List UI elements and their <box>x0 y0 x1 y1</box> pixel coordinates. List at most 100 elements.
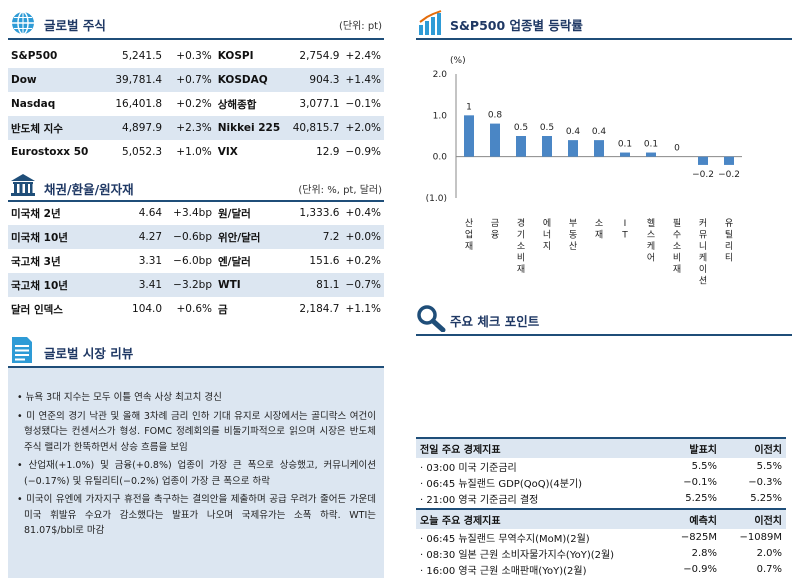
market-row: 반도체 지수 4,897.9 +2.3% Nikkei 225 40,815.7 +2.0… <box>8 116 384 140</box>
events-cell: · 06:45 뉴질랜드 무역수지(MoM)(2월) <box>420 533 590 545</box>
events-cell: 2.0% <box>756 547 782 559</box>
market-cell-name2: 엔/달러 <box>217 255 251 268</box>
market-cell-val2: 2,184.7 <box>299 303 340 315</box>
events-today-table: 오늘 주요 경제지표 예측치 이전치 · 06:45 뉴질랜드 무역수지(MoM)(2… <box>416 508 786 577</box>
market-row: Dow 39,781.4 +0.7% KOSDAQ 904.3 +1.4% <box>8 68 384 92</box>
events-row: · 03:00 미국 기준금리 5.5% 5.5% <box>416 458 786 474</box>
events-header-cell: 이전치 <box>721 508 786 529</box>
market-row: 국고채 10년 3.41 −3.2bp WTI 81.1 −0.7% <box>8 273 384 297</box>
market-cell-chg2: +0.0% <box>342 225 384 249</box>
y-axis-label: (%) <box>450 56 466 66</box>
bonds-fx-table: 미국채 2년 4.64 +3.4bp 원/달러 1,333.6 +0.4% 미국채 10년 4… <box>8 201 384 321</box>
bonds-fx-title: 채권/환율/원자재 <box>44 182 134 197</box>
market-cell-val2: 81.1 <box>286 273 343 297</box>
sector-chart: (%)2.0 1.0 0.0 (1.0) 1 산 업 재 0.8 금 융 0.5 경 기 소 비 재 0.5 에 너 지… <box>426 56 742 287</box>
market-cell-chg1: +2.3% <box>165 116 215 140</box>
global-stocks-unit: (단위: pt) <box>338 21 382 32</box>
market-cell-val1: 39,781.4 <box>103 68 166 92</box>
market-cell-name2: WTI <box>214 273 287 297</box>
market-cell-name1: Nasdaq <box>11 98 56 110</box>
y-tick-label: 2.0 <box>433 70 448 80</box>
data-label: 1 <box>466 102 472 112</box>
events-header-cell: 전일 주요 경제지표 <box>416 437 656 458</box>
magnifier-icon <box>416 304 446 333</box>
sector-underline <box>416 38 792 40</box>
market-cell-val1: 3.31 <box>138 255 163 267</box>
data-label: −0.2 <box>718 170 740 180</box>
bar-산업재 <box>464 115 474 157</box>
bar-에너지 <box>542 136 552 157</box>
data-label: −0.2 <box>692 170 714 180</box>
y-tick-label: (1.0) <box>426 194 447 204</box>
market-cell-val2: 12.9 <box>316 146 340 158</box>
market-cell-val1: 4.27 <box>103 225 166 249</box>
events-header-row: 전일 주요 경제지표 발표치 이전치 <box>416 437 786 458</box>
checkpoint-underline <box>416 334 792 336</box>
market-cell-name1: Eurostoxx 50 <box>11 146 89 158</box>
events-cell: 5.5% <box>691 460 717 472</box>
review-bullet: • 미 연준의 경기 낙관 및 올해 3차례 금리 인하 기대 유지로 시장에서… <box>17 410 376 453</box>
market-cell-val1: 5,052.3 <box>122 146 163 158</box>
events-cell: 5.25% <box>685 492 717 504</box>
global-stocks-underline <box>8 38 384 40</box>
events-cell: −0.1% <box>683 476 717 488</box>
events-cell: −1089M <box>739 531 782 543</box>
events-header-cell: 오늘 주요 경제지표 <box>416 508 656 529</box>
market-cell-name2: Nikkei 225 <box>214 116 287 140</box>
market-cell-chg2: −0.9% <box>345 146 381 158</box>
market-cell-name2: KOSPI <box>217 50 254 62</box>
market-cell-val1: 4.64 <box>138 207 163 219</box>
market-cell-val2: 40,815.7 <box>286 116 343 140</box>
market-cell-val2: 1,333.6 <box>299 207 340 219</box>
market-cell-val2: 3,077.1 <box>299 98 340 110</box>
market-cell-chg2: +1.1% <box>345 303 381 315</box>
events-cell: · 21:00 영국 기준금리 결정 <box>420 494 539 506</box>
sector-title: S&P500 업종별 등락률 <box>450 18 583 33</box>
data-label: 0 <box>674 144 680 154</box>
bar-부동산 <box>568 140 578 157</box>
market-cell-name1: 반도체 지수 <box>8 116 104 140</box>
events-cell: −0.3% <box>748 476 782 488</box>
market-row: 미국채 2년 4.64 +3.4bp 원/달러 1,333.6 +0.4% <box>8 201 384 225</box>
global-stocks-table: S&P500 5,241.5 +0.3% KOSPI 2,754.9 +2.4% Dow 39… <box>8 44 384 164</box>
data-label: 0.5 <box>540 123 554 133</box>
market-row: Nasdaq 16,401.8 +0.2% 상해종합 3,077.1 −0.1% <box>8 92 384 116</box>
market-cell-chg2: +2.0% <box>342 116 384 140</box>
market-row: 달러 인덱스 104.0 +0.6% 금 2,184.7 +1.1% <box>8 297 384 321</box>
review-bullet: • 산업재(+1.0%) 및 금융(+0.8%) 업종이 가장 큰 폭으로 상승… <box>17 460 376 487</box>
events-header-cell: 발표치 <box>656 437 721 458</box>
market-cell-val2: 2,754.9 <box>299 50 340 62</box>
market-row: S&P500 5,241.5 +0.3% KOSPI 2,754.9 +2.4% <box>8 44 384 68</box>
events-cell: −0.9% <box>683 563 717 575</box>
bonds-fx-unit: (단위: %, pt, 달러) <box>298 185 382 196</box>
market-cell-chg2: +2.4% <box>345 50 381 62</box>
market-row: 미국채 10년 4.27 −0.6bp 위안/달러 7.2 +0.0% <box>8 225 384 249</box>
market-cell-name2: 위안/달러 <box>214 225 287 249</box>
y-tick-label: 1.0 <box>433 111 448 121</box>
market-cell-chg1: +0.3% <box>176 50 212 62</box>
market-cell-val2: 904.3 <box>286 68 343 92</box>
market-cell-name1: 미국채 2년 <box>11 207 61 220</box>
y-tick-label: 0.0 <box>433 153 448 163</box>
events-prev-table: 전일 주요 경제지표 발표치 이전치 · 03:00 미국 기준금리 5.5% 5.5% ·… <box>416 437 786 506</box>
market-cell-chg2: +1.4% <box>342 68 384 92</box>
market-row: 국고채 3년 3.31 −6.0bp 엔/달러 151.6 +0.2% <box>8 249 384 273</box>
market-cell-name1: 미국채 10년 <box>8 225 104 249</box>
market-cell-chg2: −0.1% <box>345 98 381 110</box>
events-cell: · 06:45 뉴질랜드 GDP(QoQ)(4분기) <box>420 478 583 490</box>
market-cell-chg2: +0.2% <box>345 255 381 267</box>
events-section: 전일 주요 경제지표 발표치 이전치 · 03:00 미국 기준금리 5.5% 5.5% ·… <box>416 437 786 577</box>
review-section: 글로벌 시장 리뷰 • 뉴욕 3대 지수는 모두 이틀 연속 사상 최고치 경신… <box>8 334 384 578</box>
review-title: 글로벌 시장 리뷰 <box>44 346 134 361</box>
global-stocks-title: 글로벌 주식 <box>44 18 106 33</box>
market-cell-name1: 달러 인덱스 <box>11 303 63 316</box>
data-label: 0.1 <box>644 140 658 150</box>
market-cell-val1: 16,401.8 <box>115 98 163 110</box>
bonds-fx-underline <box>8 200 384 202</box>
